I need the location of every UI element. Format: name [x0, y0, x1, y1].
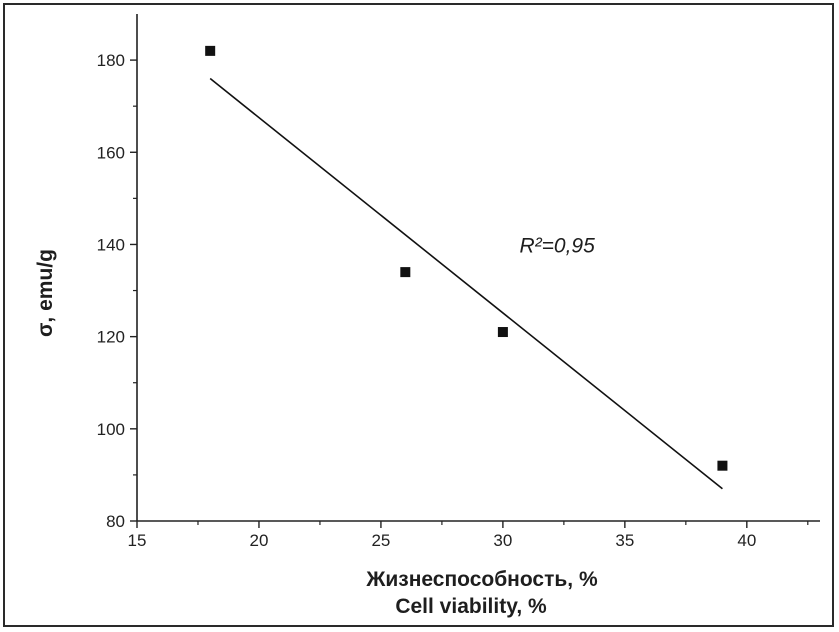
y-tick-label: 160	[97, 143, 125, 162]
x-tick-label: 40	[737, 531, 756, 550]
data-point-marker	[717, 460, 728, 471]
chart-frame	[3, 3, 834, 627]
data-point-marker	[400, 267, 411, 278]
x-tick-label: 25	[371, 531, 390, 550]
x-tick-label: 30	[493, 531, 512, 550]
fit-line-group	[209, 77, 723, 490]
y-tick-label: 100	[97, 420, 125, 439]
data-point-marker	[205, 45, 216, 56]
x-axis-title-secondary: Cell viability, %	[395, 595, 547, 618]
x-tick-label: 35	[615, 531, 634, 550]
data-points	[205, 45, 728, 471]
x-tick-label: 20	[250, 531, 269, 550]
data-point-marker	[497, 327, 508, 338]
axis-ticks: 15 20 25 30 35 40 80 100 120 140 160 180	[97, 51, 809, 550]
y-tick-label: 140	[97, 235, 125, 254]
regression-line	[209, 77, 723, 490]
y-tick-label: 180	[97, 51, 125, 70]
x-axis-title: Жизнеспособность, %	[365, 568, 598, 591]
r-squared-annotation: R²=0,95	[519, 234, 595, 257]
plot-axes	[136, 14, 820, 522]
y-tick-label: 80	[106, 512, 125, 531]
x-tick-label: 15	[128, 531, 147, 550]
y-axis-title: σ, emu/g	[34, 249, 57, 337]
y-tick-label: 120	[97, 328, 125, 347]
